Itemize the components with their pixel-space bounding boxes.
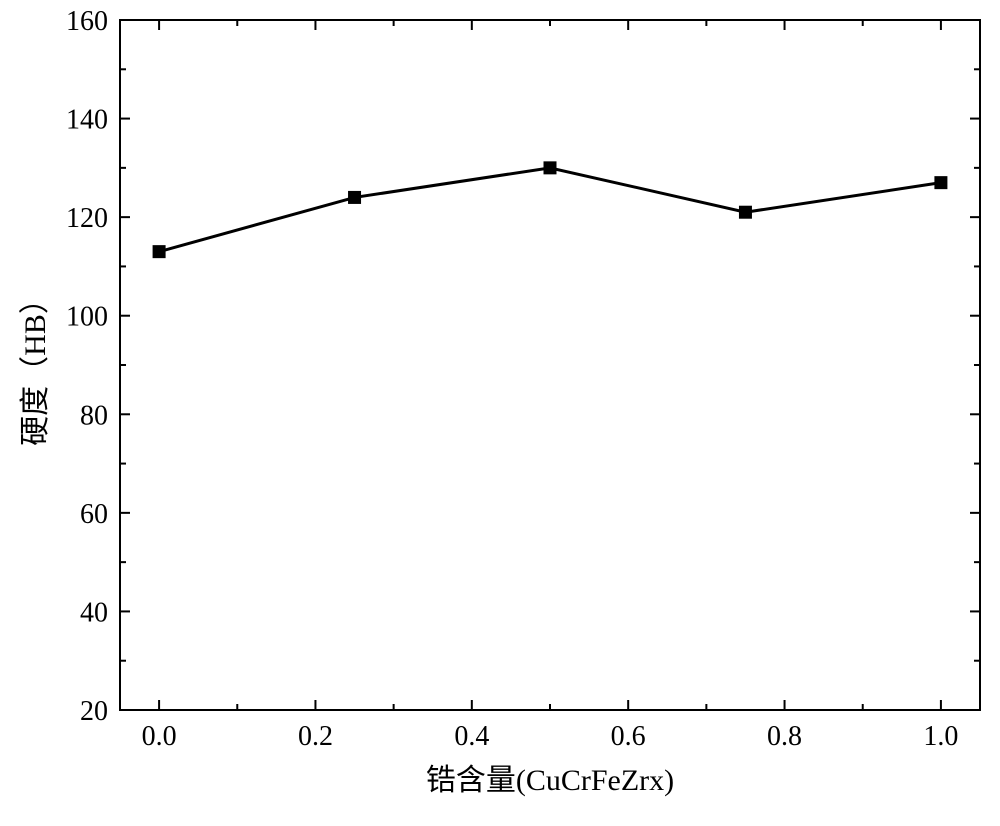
data-marker xyxy=(349,191,361,203)
data-marker xyxy=(739,206,751,218)
chart-container: 0.0 0.2 0.4 0.6 0.8 1.0 20 40 60 80 100 120 140 160 锆含… xyxy=(0,0,1000,826)
y-tick-label: 160 xyxy=(66,6,108,37)
y-tick-label: 140 xyxy=(66,105,108,136)
y-tick-label: 60 xyxy=(80,499,108,530)
data-marker xyxy=(544,162,556,174)
y-tick-label: 80 xyxy=(80,400,108,431)
x-tick-label: 0.0 xyxy=(142,721,177,752)
y-tick-label: 120 xyxy=(66,203,108,234)
x-tick-label: 0.2 xyxy=(298,721,333,752)
y-axis-label: 硬度（HB） xyxy=(19,284,52,446)
y-tick-label: 20 xyxy=(80,696,108,727)
data-marker xyxy=(153,246,165,258)
x-tick-label: 0.6 xyxy=(611,721,646,752)
series-line xyxy=(159,168,941,252)
x-tick-label: 0.4 xyxy=(454,721,489,752)
x-tick-label: 0.8 xyxy=(767,721,802,752)
x-tick-label: 1.0 xyxy=(923,721,958,752)
data-marker xyxy=(935,177,947,189)
y-tick-label: 40 xyxy=(80,597,108,628)
x-axis-label: 锆含量(CuCrFeZrx) xyxy=(426,764,674,797)
chart-svg: 0.0 0.2 0.4 0.6 0.8 1.0 20 40 60 80 100 120 140 160 锆含… xyxy=(0,0,1000,826)
y-tick-label: 100 xyxy=(66,302,108,333)
